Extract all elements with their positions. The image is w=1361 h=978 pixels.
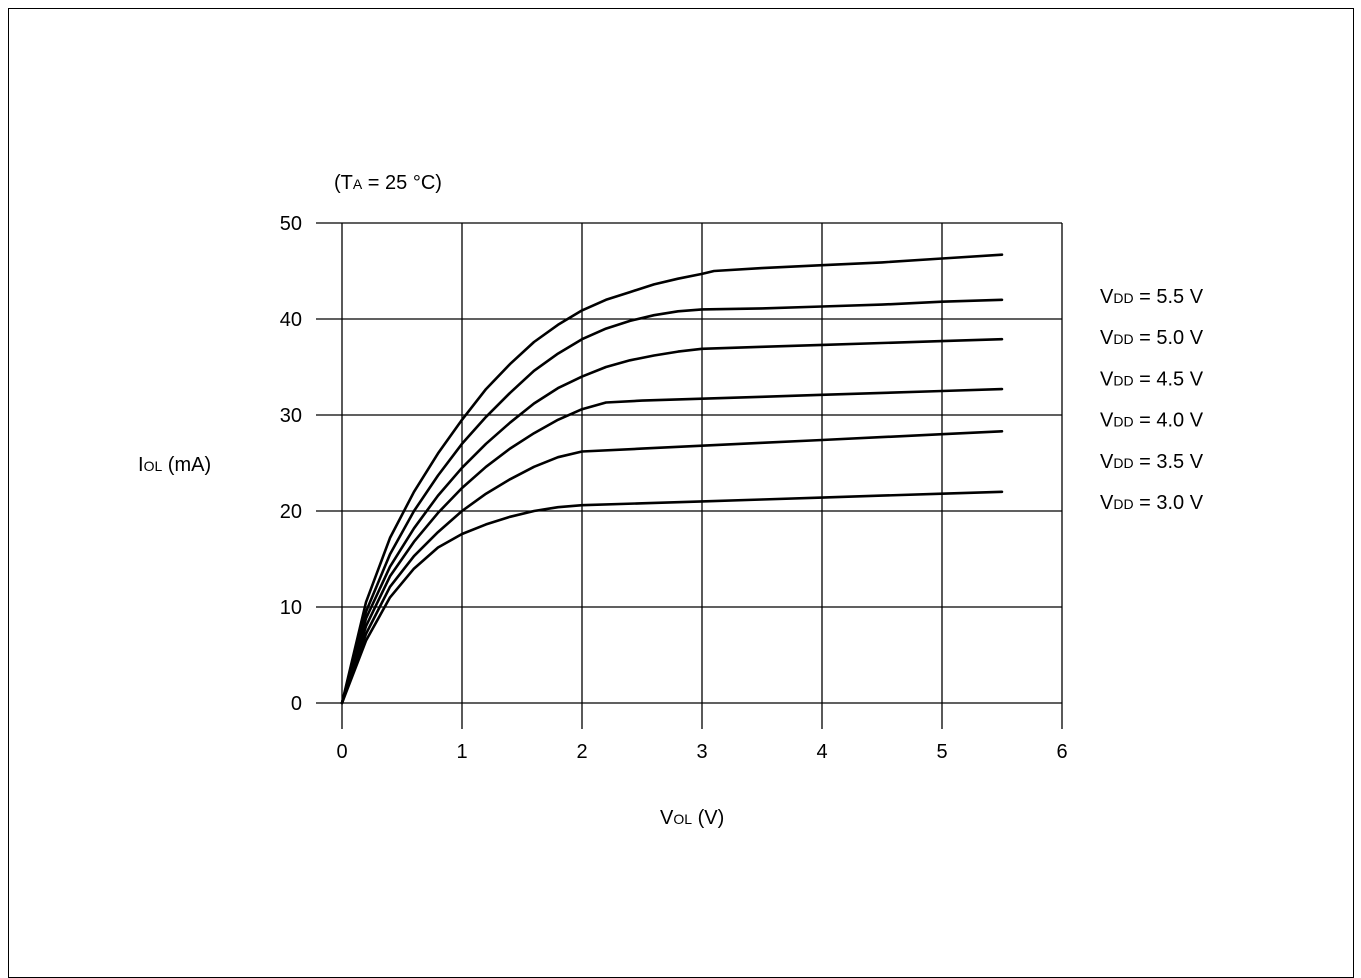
legend-entry-2: VDD = 4.5 V bbox=[1100, 368, 1204, 390]
x-tick-label-3: 3 bbox=[696, 741, 707, 763]
legend-entry-5: VDD = 3.0 V bbox=[1100, 492, 1204, 514]
curve-vdd-4 bbox=[340, 430, 1004, 705]
curve-vdd-0 bbox=[340, 253, 1004, 705]
y-tick-label-40: 40 bbox=[280, 309, 302, 331]
curve-vdd-3 bbox=[340, 387, 1004, 705]
curves bbox=[340, 253, 1004, 705]
legend: VDD = 5.5 V VDD = 5.0 V VDD = 4.5 V VDD = 4… bbox=[1100, 286, 1204, 514]
x-tick-label-0: 0 bbox=[336, 741, 347, 763]
y-tick-label-10: 10 bbox=[280, 597, 302, 619]
y-tick-label-50: 50 bbox=[280, 213, 302, 235]
x-tick-label-4: 4 bbox=[816, 741, 827, 763]
y-tick-label-20: 20 bbox=[280, 501, 302, 523]
grid bbox=[316, 222, 1063, 729]
legend-entry-0: VDD = 5.5 V bbox=[1100, 286, 1204, 308]
x-tick-label-5: 5 bbox=[936, 741, 947, 763]
legend-entry-4: VDD = 3.5 V bbox=[1100, 451, 1204, 473]
x-tick-label-6: 6 bbox=[1056, 741, 1067, 763]
temperature-annotation: (TA = 25 °C) bbox=[334, 172, 442, 194]
x-axis-label: VOL (V) bbox=[660, 807, 724, 829]
curve-vdd-2 bbox=[340, 337, 1004, 705]
x-tick-label-1: 1 bbox=[456, 741, 467, 763]
y-tick-label-30: 30 bbox=[280, 405, 302, 427]
legend-entry-1: VDD = 5.0 V bbox=[1100, 327, 1204, 349]
x-tick-label-2: 2 bbox=[576, 741, 587, 763]
curve-vdd-1 bbox=[340, 298, 1004, 705]
y-axis-label: IOL (mA) bbox=[138, 454, 211, 476]
curve-vdd-5 bbox=[340, 490, 1004, 705]
legend-entry-3: VDD = 4.0 V bbox=[1100, 410, 1204, 432]
tick-labels: 0 10 20 30 40 50 0 1 2 3 4 5 6 bbox=[280, 213, 1068, 763]
y-tick-label-0: 0 bbox=[291, 693, 302, 715]
